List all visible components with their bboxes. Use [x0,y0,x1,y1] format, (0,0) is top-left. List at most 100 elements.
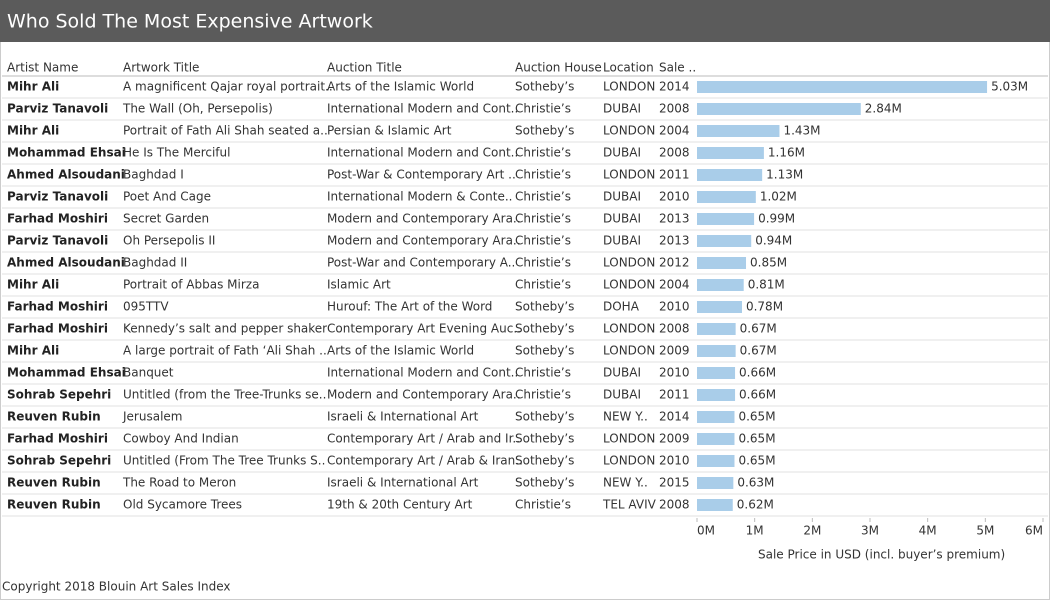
cell: Christie’s [515,212,571,226]
cell: Sotheby’s [515,432,574,446]
cell: 19th & 20th Century Art [327,498,473,512]
x-tick-label: 6M [1025,524,1043,538]
cell: Untitled (From The Tree Trunks S.. [123,454,325,468]
artist-name: Sohrab Sepehri [7,454,111,468]
value-label: 0.81M [748,278,785,292]
cell: 2008 [659,102,690,116]
artist-name: Farhad Moshiri [7,322,108,336]
cell: Baghdad I [123,168,184,182]
cell: Christie’s [515,102,571,116]
cell: Sotheby’s [515,344,574,358]
cell: 2004 [659,278,690,292]
value-label: 5.03M [991,80,1028,94]
bar [697,433,735,445]
cell: Modern and Contemporary Ara.. [327,234,521,248]
cell: Sotheby’s [515,80,574,94]
bar [697,169,763,181]
cell: Contemporary Art Evening Auc.. [327,322,521,336]
value-label: 0.65M [738,410,775,424]
cell: Christie’s [515,168,571,182]
x-axis-title: Sale Price in USD (incl. buyer’s premium… [758,548,1005,562]
cell: He Is The Merciful [123,146,230,160]
chart-title: Who Sold The Most Expensive Artwork [7,11,373,33]
cell: Post-War & Contemporary Art .. [327,168,516,182]
cell: 2010 [659,300,690,314]
bar [697,81,988,93]
cell: Banquet [123,366,174,380]
cell: 2011 [659,388,690,402]
cell: The Road to Meron [122,476,236,490]
bar [697,455,735,467]
value-label: 1.02M [760,190,797,204]
artist-name: Farhad Moshiri [7,432,108,446]
cell: 2010 [659,366,690,380]
cell: 2012 [659,256,690,270]
cell: 2011 [659,168,690,182]
artist-name: Mohammad Ehsai [7,366,126,380]
cell: LONDON [603,278,655,292]
cell: 2014 [659,410,690,424]
cell: International Modern and Cont.. [327,366,518,380]
value-label: 0.65M [738,454,775,468]
cell: DUBAI [603,146,641,160]
cell: Christie’s [515,190,571,204]
artist-name: Mihr Ali [7,124,59,138]
cell: 2013 [659,212,690,226]
cell: LONDON [603,454,655,468]
value-label: 1.43M [783,124,820,138]
cell: TEL AVIV [602,498,657,512]
cell: Cowboy And Indian [123,432,239,446]
cell: Kennedy’s salt and pepper shaker [123,322,327,336]
x-tick-label: 0M [697,524,715,538]
cell: Israeli & International Art [327,476,479,490]
cell: DUBAI [603,388,641,402]
cell: Baghdad II [123,256,187,270]
artist-name: Reuven Rubin [7,410,101,424]
cell: Oh Persepolis II [123,234,215,248]
x-tick-label: 4M [919,524,937,538]
cell: Sotheby’s [515,124,574,138]
column-header: Artwork Title [123,61,199,75]
cell: A magnificent Qajar royal portrait.. [123,80,333,94]
cell: LONDON [603,80,655,94]
column-header: Auction House [515,61,602,75]
artist-name: Mihr Ali [7,278,59,292]
artist-name: Farhad Moshiri [7,300,108,314]
value-label: 0.99M [758,212,795,226]
value-label: 0.65M [738,432,775,446]
cell: 2009 [659,344,690,358]
cell: Christie’s [515,234,571,248]
cell: Portrait of Fath Ali Shah seated a.. [123,124,328,138]
bar [697,279,744,291]
cell: Arts of the Islamic World [327,344,474,358]
cell: Contemporary Art / Arab & Iran.. [327,454,523,468]
cell: Contemporary Art / Arab and Ir.. [327,432,520,446]
cell: Israeli & International Art [327,410,479,424]
cell: Portrait of Abbas Mirza [123,278,259,292]
cell: LONDON [603,124,655,138]
cell: 2013 [659,234,690,248]
cell: DUBAI [603,234,641,248]
bar [697,323,736,335]
cell: 2008 [659,146,690,160]
bar [697,257,747,269]
value-label: 1.13M [766,168,803,182]
cell: 2015 [659,476,690,490]
cell: 2008 [659,498,690,512]
title-bar [0,0,1050,42]
value-label: 0.85M [750,256,787,270]
cell: Sotheby’s [515,300,574,314]
artist-name: Parviz Tanavoli [7,102,108,116]
cell: NEW Y.. [603,476,648,490]
cell: 2009 [659,432,690,446]
value-label: 0.66M [739,388,776,402]
cell: International Modern and Cont.. [327,102,518,116]
cell: Hurouf: The Art of the Word [327,300,492,314]
column-header: Sale .. [659,61,696,75]
cell: 2004 [659,124,690,138]
cell: 2008 [659,322,690,336]
bar [697,301,742,313]
value-label: 0.94M [755,234,792,248]
